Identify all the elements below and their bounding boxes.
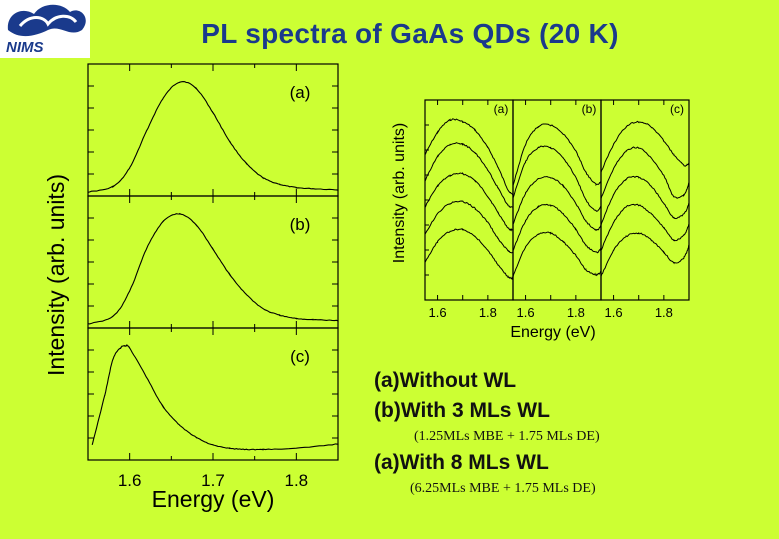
right-series-line-0-0 [424,118,514,197]
legend-b-note: (1.25MLs MBE + 1.75 MLs DE) [414,429,600,444]
right-panel-frame-1 [512,99,602,301]
right-xtick-label-1-1: 1.8 [567,305,585,320]
right-series-line-0-4 [424,228,514,280]
left-panel-label-1: (b) [290,215,311,234]
left-series-line-0 [87,81,339,193]
left-xtick-label-1: 1.7 [201,471,225,490]
right-series-line-0-1 [424,142,514,208]
right-panel-frame-0 [424,99,514,301]
nims-logo: NIMS [0,0,90,58]
right-series-line-1-3 [512,203,602,254]
right-panel-label-0: (a) [494,102,509,116]
right-xtick-label-2-1: 1.8 [655,305,673,320]
right-series-line-2-0 [600,120,690,173]
page-title: PL spectra of GaAs QDs (20 K) [201,18,619,49]
right-xtick-label-1-0: 1.6 [517,305,535,320]
left-chart-xlabel: Energy (eV) [152,486,275,512]
left-panel-label-0: (a) [290,83,311,102]
left-series-line-1 [87,212,339,325]
nims-logo-mark-icon: NIMS [6,4,86,56]
left-panel-label-2: (c) [290,347,310,366]
right-series-line-1-1 [512,145,602,212]
sample-legend: (a)Without WL (b)With 3 MLs WL (1.25MLs … [374,366,600,500]
right-series-line-1-4 [512,231,602,278]
legend-c-note: (6.25MLs MBE + 1.75 MLs DE) [410,481,596,496]
left-chart: Intensity (arb. units) Energy (eV) (a) (b… [43,63,339,512]
right-series-line-2-4 [600,232,690,277]
left-xtick-label-0: 1.6 [118,471,142,490]
right-series-line-2-2 [600,175,690,226]
right-panel-label-1: (b) [582,102,597,116]
left-series-line-2 [91,344,339,451]
right-xtick-label-0-0: 1.6 [429,305,447,320]
right-chart: Intensity (arb. units) Energy (eV) (a) 1.… [391,99,690,341]
right-panel-frame-2 [600,99,690,301]
right-xtick-label-2-0: 1.6 [605,305,623,320]
right-series-line-0-3 [424,200,514,254]
legend-c: (a)With 8 MLs WL [374,451,549,474]
right-chart-xlabel: Energy (eV) [510,324,595,341]
left-xtick-label-2: 1.8 [285,471,309,490]
right-series-line-0-2 [424,171,514,232]
right-series-line-2-1 [600,146,690,199]
right-series-line-1-2 [512,175,602,231]
right-chart-ylabel: Intensity (arb. units) [391,123,408,264]
right-series-line-1-0 [512,123,602,186]
right-xtick-label-0-1: 1.8 [479,305,497,320]
legend-b: (b)With 3 MLs WL [374,399,550,422]
logo-text: NIMS [6,39,44,56]
right-panel-label-2: (c) [670,102,684,116]
legend-a: (a)Without WL [374,369,517,392]
left-chart-ylabel: Intensity (arb. units) [43,174,69,376]
right-series-line-2-3 [600,203,690,251]
